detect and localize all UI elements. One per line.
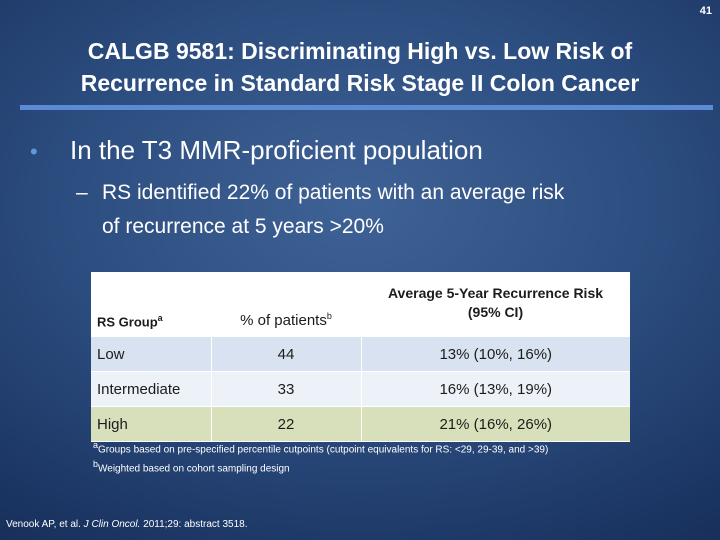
table-row-intermediate: Intermediate 33 16% (13%, 19%) [91, 371, 630, 407]
title-line-2: Recurrence in Standard Risk Stage II Col… [80, 70, 640, 96]
title-line-1: CALGB 9581: Discriminating High vs. Low … [87, 38, 633, 64]
cell-group: Low [91, 335, 211, 372]
cell-risk: 13% (10%, 16%) [360, 335, 630, 372]
footnote-a-marker: a [93, 440, 99, 450]
bullet-level2-line2: of recurrence at 5 years >20% [102, 215, 384, 238]
header-rs-group-label: RS Group [97, 314, 158, 329]
table-row-high: High 22 21% (16%, 26%) [91, 406, 630, 442]
footnote-a: aGroups based on pre-specified percentil… [93, 438, 693, 457]
cell-patients: 22 [210, 406, 361, 442]
cell-patients: 44 [210, 335, 361, 372]
header-patients-label: % of patients [240, 312, 327, 329]
table-row-low: Low 44 13% (10%, 16%) [91, 335, 630, 372]
footnote-b-text: Weighted based on cohort sampling design [98, 463, 290, 475]
header-risk-line1: Average 5-Year Recurrence Risk [387, 285, 604, 301]
header-patients-sup: b [326, 311, 332, 321]
header-recurrence-risk: Average 5-Year Recurrence Risk (95% CI) [361, 272, 630, 337]
citation: Venook AP, et al. J Clin Oncol. 2011;29:… [6, 519, 247, 530]
cell-group: High [91, 406, 211, 442]
bullet-dash-icon: – [76, 181, 88, 204]
cell-patients: 33 [210, 371, 361, 407]
rs-group-table: RS Groupa % of patientsb Average 5-Year … [91, 272, 630, 442]
header-rs-group: RS Groupa [91, 272, 211, 337]
header-rs-group-sup: a [157, 312, 163, 323]
cell-risk: 21% (16%, 26%) [360, 406, 630, 442]
cell-risk: 16% (13%, 19%) [360, 371, 630, 407]
table-footnotes: aGroups based on pre-specified percentil… [93, 438, 693, 477]
citation-authors: Venook AP, et al. [6, 519, 81, 530]
footnote-b-marker: b [93, 459, 99, 470]
table-header-row: RS Groupa % of patientsb Average 5-Year … [91, 272, 630, 337]
bullet-level1: • In the T3 MMR-proficient population [30, 132, 690, 170]
bullet-level2-line1: RS identified 22% of patients with an av… [102, 181, 565, 204]
header-patients: % of patientsb [211, 272, 361, 337]
slide-number: 41 [699, 5, 712, 17]
header-risk-line2: (95% CI) [467, 304, 524, 320]
bullet-level2: – RS identified 22% of patients with an a… [76, 176, 696, 244]
bullet-dot-icon: • [30, 139, 38, 164]
title-divider [20, 105, 713, 110]
cell-group: Intermediate [91, 371, 211, 407]
slide-title: CALGB 9581: Discriminating High vs. Low … [20, 35, 700, 99]
footnote-b: bWeighted based on cohort sampling desig… [93, 457, 693, 476]
citation-journal: J Clin Oncol. [83, 519, 141, 530]
bullet-level1-text: In the T3 MMR-proficient population [70, 135, 483, 165]
footnote-a-text: Groups based on pre-specified percentile… [98, 444, 549, 456]
citation-details: 2011;29: abstract 3518. [143, 519, 248, 530]
